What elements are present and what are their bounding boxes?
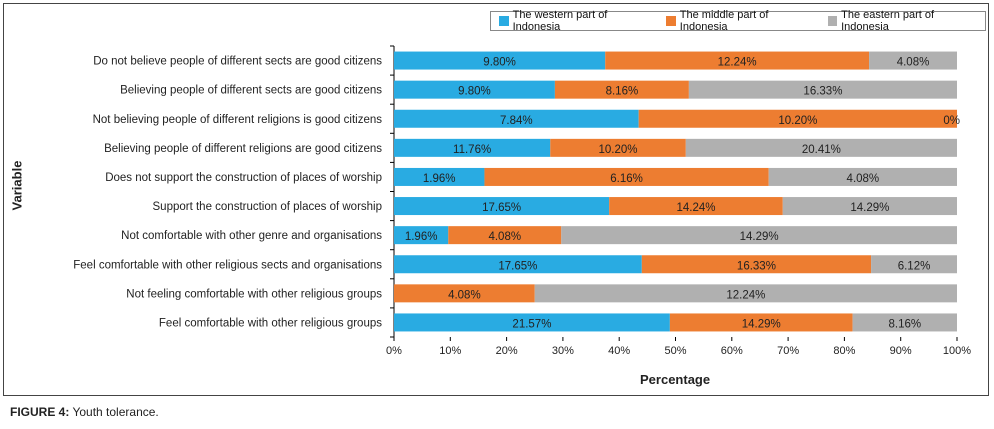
x-tick-label: 0%	[386, 345, 402, 357]
category-label: Feel comfortable with other religious gr…	[159, 317, 382, 329]
bar-segment	[394, 80, 555, 99]
bar-segment	[394, 167, 485, 186]
x-tick-label: 60%	[721, 345, 743, 357]
data-label: 21.57%	[512, 318, 551, 330]
y-axis-label: Variable	[9, 160, 25, 211]
data-label: 6.12%	[898, 260, 931, 272]
data-label: 16.33%	[803, 86, 842, 98]
data-label: 0%	[943, 115, 960, 127]
bar-segment	[554, 80, 689, 99]
data-label: 4.08%	[448, 289, 481, 301]
bar-segment	[394, 226, 449, 245]
bar-segment	[641, 255, 872, 274]
legend-swatch	[827, 16, 838, 26]
data-label: 14.29%	[850, 202, 889, 214]
data-label: 4.08%	[488, 231, 521, 243]
data-label: 9.80%	[483, 57, 516, 69]
bar-segment	[871, 255, 957, 274]
caption-label: FIGURE 4:	[10, 405, 70, 419]
data-label: 14.29%	[742, 318, 781, 330]
data-label: 16.33%	[737, 260, 776, 272]
bar-segment	[852, 313, 957, 332]
bar-segment	[688, 80, 957, 99]
bar-segment	[394, 313, 670, 332]
bar-segment	[669, 313, 853, 332]
bar-segment	[609, 197, 783, 216]
bar-segment	[394, 284, 535, 303]
bar-segment	[448, 226, 562, 245]
data-label: 10.20%	[778, 115, 817, 127]
legend-item-middle: The middle part of Indonesia	[666, 9, 813, 33]
data-label: 11.76%	[453, 144, 491, 156]
bar-segment	[869, 51, 957, 70]
category-label: Does not support the construction of pla…	[105, 172, 382, 184]
chart-frame	[3, 3, 989, 396]
category-label: Not comfortable with other genre and org…	[121, 230, 382, 242]
figure-caption: FIGURE 4: Youth tolerance.	[10, 405, 159, 419]
bar-segment	[768, 167, 957, 186]
legend-item-eastern: The eastern part of Indonesia	[827, 9, 979, 33]
bar-segment	[638, 109, 957, 128]
category-label: Believing people of different sects are …	[120, 85, 382, 97]
bar-segment	[484, 167, 769, 186]
category-label: Not feeling comfortable with other relig…	[126, 288, 382, 300]
bar-segment	[782, 197, 957, 216]
bar-segment	[561, 226, 957, 245]
bar-segment	[394, 197, 610, 216]
data-label: 4.08%	[847, 173, 880, 185]
legend-label: The eastern part of Indonesia	[841, 9, 935, 33]
data-label: 8.16%	[606, 86, 639, 98]
legend-item-western: The western part of Indonesia	[499, 9, 652, 33]
data-label: 1.96%	[423, 173, 456, 185]
bar-segment	[605, 51, 870, 70]
data-label: 4.08%	[897, 57, 930, 69]
bar-segment	[394, 255, 642, 274]
category-label: Believing people of different religions …	[104, 143, 382, 155]
data-label: 7.84%	[500, 115, 533, 127]
legend-label: The middle part of Indonesia	[679, 9, 769, 33]
data-label: 14.24%	[676, 202, 715, 214]
bar-segment	[394, 138, 551, 157]
data-label: 20.41%	[802, 144, 841, 156]
bar-segment	[685, 138, 957, 157]
category-label: Feel comfortable with other religious se…	[73, 259, 382, 271]
data-label: 17.65%	[498, 260, 537, 272]
bar-segment	[394, 109, 639, 128]
category-label: Support the construction of places of wo…	[153, 201, 383, 213]
data-label: 14.29%	[740, 231, 779, 243]
data-label: 9.80%	[458, 86, 491, 98]
data-label: 1.96%	[405, 231, 438, 243]
bar-segment	[550, 138, 686, 157]
legend: The western part of Indonesia The middle…	[490, 9, 986, 33]
category-label: Do not believe people of different sects…	[93, 56, 382, 68]
caption-text: Youth tolerance.	[69, 405, 159, 419]
data-label: 6.16%	[610, 173, 643, 185]
bar-segment	[394, 51, 606, 70]
x-tick-label: 10%	[439, 345, 461, 357]
legend-label: The western part of Indonesia	[512, 9, 608, 33]
x-axis-label: Percentage	[640, 372, 711, 387]
legend-swatch	[499, 16, 509, 26]
bar-segment	[534, 284, 957, 303]
data-label: 17.65%	[482, 202, 521, 214]
x-tick-label: 100%	[943, 345, 971, 357]
x-tick-label: 30%	[552, 345, 574, 357]
data-label: 8.16%	[889, 318, 922, 330]
x-tick-label: 80%	[833, 345, 855, 357]
data-label: 10.20%	[599, 144, 638, 156]
category-label: Not believing people of different religi…	[93, 114, 383, 126]
data-label: 12.24%	[718, 57, 757, 69]
x-tick-label: 20%	[496, 345, 518, 357]
x-tick-label: 50%	[664, 345, 686, 357]
x-tick-label: 70%	[777, 345, 799, 357]
data-label: 12.24%	[726, 289, 765, 301]
x-tick-label: 40%	[608, 345, 630, 357]
x-tick-label: 90%	[890, 345, 912, 357]
legend-swatch	[666, 16, 676, 26]
